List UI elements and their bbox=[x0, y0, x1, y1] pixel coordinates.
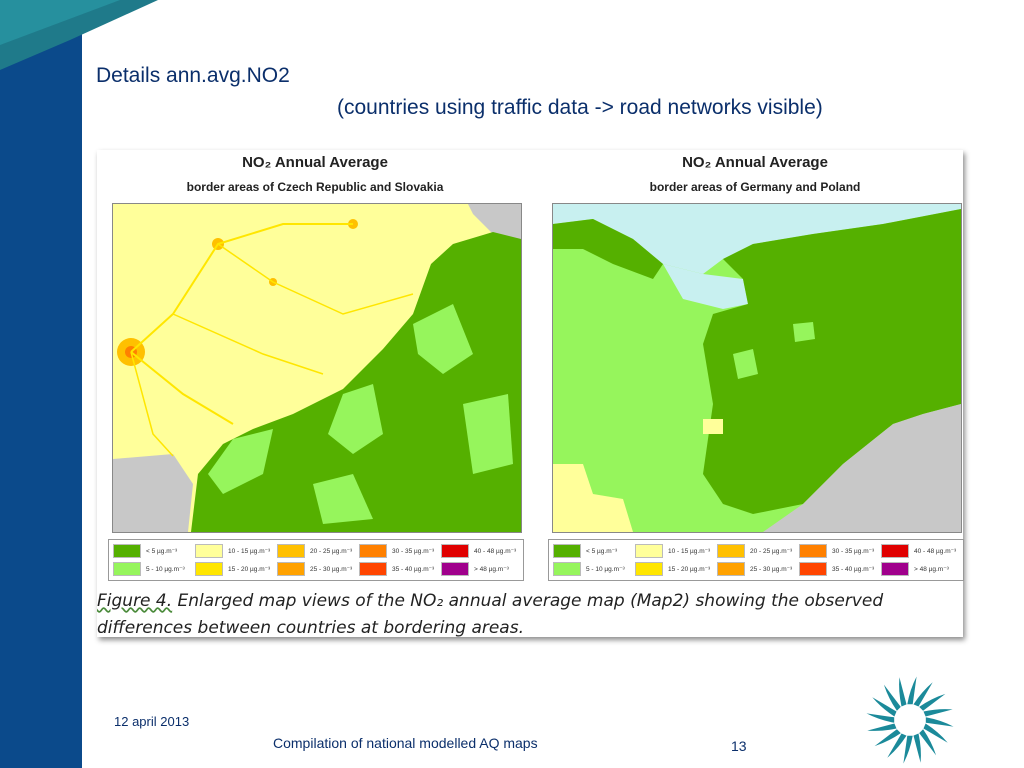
legend-item: 25 - 30 µg.m⁻³ bbox=[717, 561, 792, 577]
logo-ray bbox=[866, 713, 895, 723]
eea-logo bbox=[866, 676, 954, 764]
panel-title: NO₂ Annual Average bbox=[682, 154, 828, 171]
caption-line2: differences between countries at borderi… bbox=[97, 618, 524, 638]
logo-ray bbox=[923, 709, 953, 717]
map-panel-germany-poland: NO₂ Annual Average border areas of Germa… bbox=[545, 150, 965, 581]
legend-item: 15 - 20 µg.m⁻³ bbox=[195, 561, 270, 577]
panel-subtitle: border areas of Czech Republic and Slova… bbox=[186, 180, 444, 194]
legend: < 5 µg.m⁻³ 5 - 10 µg.m⁻³ 10 - 15 µg.m⁻³ … bbox=[548, 539, 964, 581]
logo-ray bbox=[872, 697, 897, 717]
legend-item: 40 - 48 µg.m⁻³ bbox=[881, 543, 956, 559]
caption-line1: Enlarged map views of the NO₂ annual ave… bbox=[172, 591, 884, 611]
slide-title: Details ann.avg.NO2 bbox=[96, 64, 290, 87]
logo-ray bbox=[925, 717, 954, 727]
logo-ray bbox=[913, 733, 921, 763]
logo-ray bbox=[874, 729, 901, 747]
logo-ray bbox=[919, 729, 937, 756]
legend-item: < 5 µg.m⁻³ bbox=[553, 543, 617, 559]
legend-item: 10 - 15 µg.m⁻³ bbox=[195, 543, 270, 559]
map-czech-slovakia bbox=[112, 203, 522, 533]
legend-item: > 48 µg.m⁻³ bbox=[881, 561, 949, 577]
logo-ray bbox=[887, 733, 907, 758]
legend-item: 20 - 25 µg.m⁻³ bbox=[277, 543, 352, 559]
panel-subtitle: border areas of Germany and Poland bbox=[649, 180, 861, 194]
logo-ray bbox=[867, 723, 897, 731]
legend-item: < 5 µg.m⁻³ bbox=[113, 543, 177, 559]
legend-item: 35 - 40 µg.m⁻³ bbox=[799, 561, 874, 577]
page-number: 13 bbox=[731, 738, 747, 754]
left-blue-band bbox=[0, 0, 82, 768]
slide-subtitle: (countries using traffic data -> road ne… bbox=[337, 96, 823, 119]
figure-caption: Figure 4. Enlarged map views of the NO₂ … bbox=[97, 588, 957, 642]
legend-item: 25 - 30 µg.m⁻³ bbox=[277, 561, 352, 577]
legend-item: 5 - 10 µg.m⁻³ bbox=[113, 561, 185, 577]
legend-item: 10 - 15 µg.m⁻³ bbox=[635, 543, 710, 559]
logo-ray bbox=[903, 735, 913, 764]
legend-item: 15 - 20 µg.m⁻³ bbox=[635, 561, 710, 577]
logo-ray bbox=[883, 684, 901, 711]
map-germany-poland bbox=[552, 203, 962, 533]
logo-ray bbox=[923, 723, 948, 743]
legend: < 5 µg.m⁻³ 5 - 10 µg.m⁻³ 10 - 15 µg.m⁻³ … bbox=[108, 539, 524, 581]
figure-image: NO₂ Annual Average border areas of Czech… bbox=[97, 150, 965, 638]
legend-item: 20 - 25 µg.m⁻³ bbox=[717, 543, 792, 559]
legend-item: 35 - 40 µg.m⁻³ bbox=[359, 561, 434, 577]
legend-item: > 48 µg.m⁻³ bbox=[441, 561, 509, 577]
footer-date: 12 april 2013 bbox=[114, 714, 190, 729]
corner-decoration bbox=[0, 0, 158, 70]
logo-ray bbox=[907, 676, 917, 705]
legend-item: 30 - 35 µg.m⁻³ bbox=[799, 543, 874, 559]
panel-title: NO₂ Annual Average bbox=[242, 154, 388, 171]
caption-lead: Figure 4. bbox=[97, 591, 173, 611]
logo-ray bbox=[899, 677, 907, 707]
legend-item: 40 - 48 µg.m⁻³ bbox=[441, 543, 516, 559]
legend-item: 30 - 35 µg.m⁻³ bbox=[359, 543, 434, 559]
map-panel-czech-slovakia: NO₂ Annual Average border areas of Czech… bbox=[105, 150, 525, 581]
logo-ray bbox=[919, 693, 946, 711]
footer-title: Compilation of national modelled AQ maps bbox=[273, 735, 538, 751]
legend-item: 5 - 10 µg.m⁻³ bbox=[553, 561, 625, 577]
logo-ray bbox=[913, 682, 933, 707]
